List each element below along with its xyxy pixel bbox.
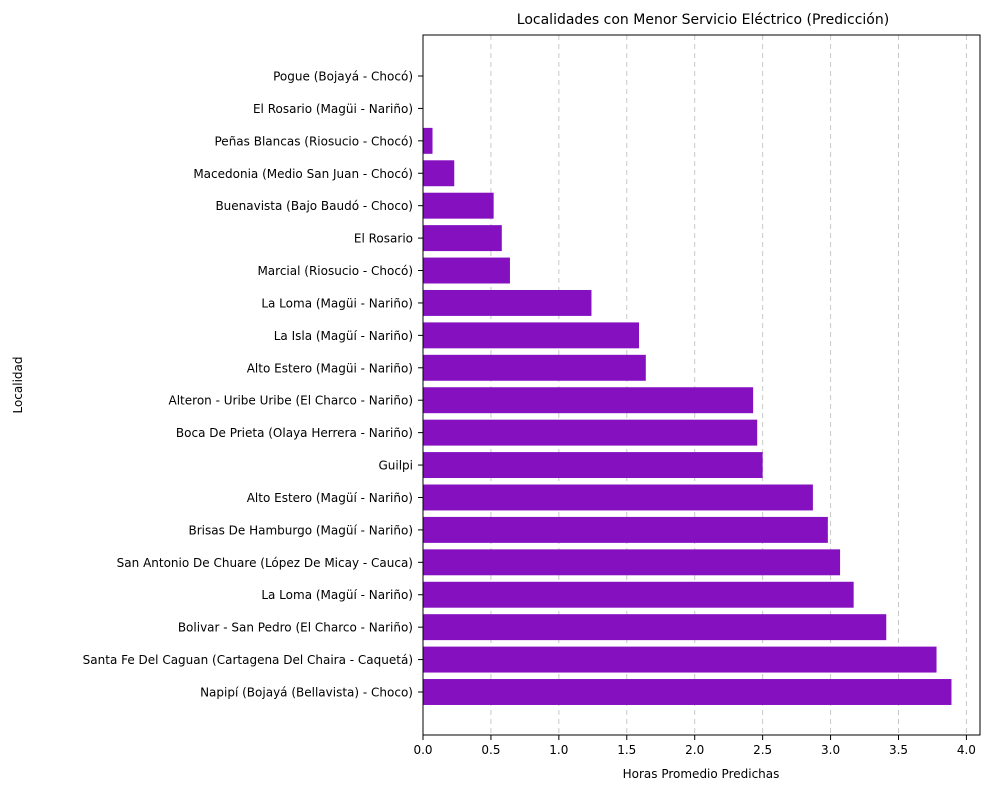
- bar: [423, 581, 854, 608]
- y-tick-label: Macedonia (Medio San Juan - Chocó): [193, 167, 413, 181]
- y-axis-title: Localidad: [11, 356, 25, 413]
- x-tick-label: 3.0: [821, 743, 840, 757]
- y-tick-label: Boca De Prieta (Olaya Herrera - Nariño): [176, 426, 413, 440]
- x-tick-label: 2.0: [685, 743, 704, 757]
- y-tick-label: Pogue (Bojayá - Chocó): [273, 70, 413, 84]
- y-tick-label: Alto Estero (Magüí - Nariño): [247, 491, 413, 505]
- bar: [423, 257, 510, 284]
- bar: [423, 516, 828, 543]
- bar: [423, 225, 502, 252]
- x-tick-label: 3.5: [889, 743, 908, 757]
- bar: [423, 419, 758, 446]
- bar: [423, 387, 754, 414]
- y-tick-label: Buenavista (Bajo Baudó - Choco): [215, 199, 413, 213]
- x-axis-title: Horas Promedio Predichas: [623, 767, 780, 781]
- y-tick-label: El Rosario (Magüi - Nariño): [253, 102, 413, 116]
- y-tick-label: Alteron - Uribe Uribe (El Charco - Nariñ…: [169, 394, 413, 408]
- y-tick-label: El Rosario: [354, 232, 413, 246]
- bar: [423, 322, 640, 349]
- bar: [423, 549, 841, 576]
- y-tick-label: Napipí (Bojayá (Bellavista) - Choco): [200, 686, 413, 700]
- bar: [423, 679, 952, 705]
- bar: [423, 192, 494, 219]
- bar: [423, 484, 813, 511]
- chart-title: Localidades con Menor Servicio Eléctrico…: [517, 12, 889, 28]
- bar: [423, 452, 763, 479]
- y-tick-label: Marcial (Riosucio - Chocó): [257, 264, 413, 278]
- x-tick-labels: 0.0 0.5 1.0 1.5 2.0 2.5 3.0 3.5 4.0: [413, 735, 976, 757]
- x-tick-label: 2.5: [753, 743, 772, 757]
- x-tick-label: 1.5: [617, 743, 636, 757]
- y-tick-label: La Isla (Magüí - Nariño): [274, 329, 413, 343]
- plot-frame: [422, 34, 981, 736]
- bar: [423, 289, 592, 316]
- y-tick-label: La Loma (Magüi - Nariño): [261, 296, 413, 310]
- y-tick-label: Santa Fe Del Caguan (Cartagena Del Chair…: [83, 653, 413, 667]
- y-tick-labels: Pogue (Bojayá - Chocó) El Rosario (Magüi …: [83, 70, 423, 700]
- x-tick-label: 0.0: [413, 743, 432, 757]
- x-tick-label: 0.5: [481, 743, 500, 757]
- x-tick-label: 4.0: [957, 743, 976, 757]
- y-tick-label: Guilpi: [378, 459, 413, 473]
- y-tick-label: Alto Estero (Magüi - Nariño): [247, 361, 413, 375]
- y-tick-label: Peñas Blancas (Riosucio - Chocó): [215, 134, 414, 148]
- y-tick-label: La Loma (Magüí - Nariño): [261, 588, 413, 602]
- bar: [423, 614, 887, 641]
- y-tick-label: Bolivar - San Pedro (El Charco - Nariño): [178, 621, 413, 635]
- bar: [423, 127, 433, 154]
- bar: [423, 646, 937, 673]
- y-tick-label: San Antonio De Chuare (López De Micay - …: [117, 556, 413, 570]
- y-tick-label: Brisas De Hamburgo (Magüí - Nariño): [188, 523, 413, 537]
- bar: [423, 160, 455, 187]
- bars-layer: [423, 127, 952, 705]
- x-tick-label: 1.0: [549, 743, 568, 757]
- bar: [423, 354, 646, 381]
